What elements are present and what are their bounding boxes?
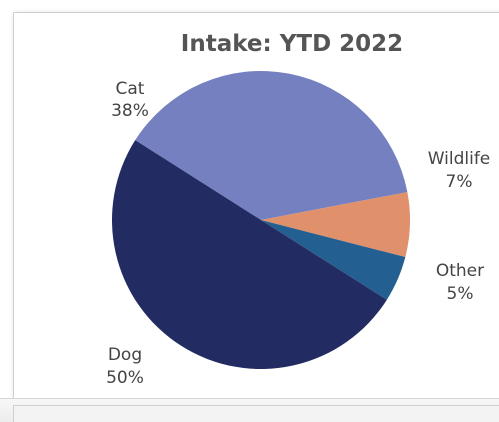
pie-slice-cat — [135, 71, 408, 220]
pie-slice-dog — [112, 140, 387, 369]
bottom-strip — [0, 398, 499, 422]
slice-name-dog: Dog — [108, 345, 142, 365]
slice-percent-other: 5% — [447, 284, 474, 304]
chart-title: Intake: YTD 2022 — [181, 31, 403, 57]
slice-name-other: Other — [436, 261, 484, 281]
pie-slice-wildlife — [261, 192, 410, 258]
pie-slices — [112, 71, 410, 369]
slice-percent-dog: 50% — [106, 368, 144, 388]
slice-percent-wildlife: 7% — [446, 172, 473, 192]
pie-slice-other — [261, 220, 406, 300]
slice-name-cat: Cat — [116, 79, 145, 99]
pie-labels: Cat 38% Wildlife 7% Other 5% Dog 50% — [106, 79, 490, 388]
slice-percent-cat: 38% — [111, 101, 149, 121]
sheet-edge — [13, 405, 499, 422]
slice-name-wildlife: Wildlife — [428, 149, 491, 169]
